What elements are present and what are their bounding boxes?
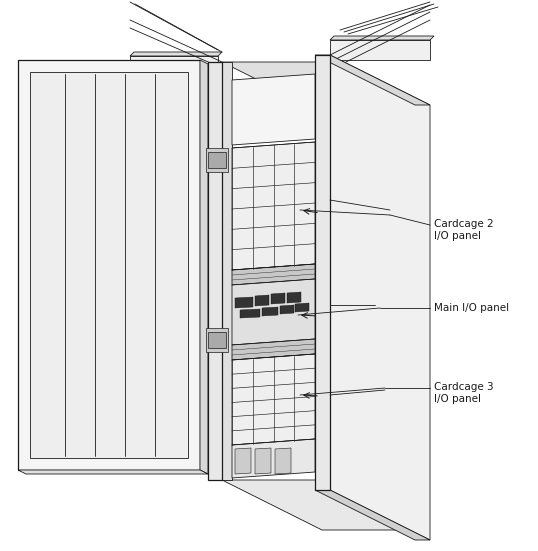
Polygon shape xyxy=(271,293,285,304)
Polygon shape xyxy=(235,297,253,308)
Polygon shape xyxy=(232,354,315,445)
Polygon shape xyxy=(330,55,430,540)
Polygon shape xyxy=(255,448,271,474)
Polygon shape xyxy=(235,448,251,474)
Polygon shape xyxy=(130,52,222,56)
Polygon shape xyxy=(275,448,291,474)
Polygon shape xyxy=(232,439,315,478)
Polygon shape xyxy=(240,309,260,318)
Text: Main I/O panel: Main I/O panel xyxy=(434,303,509,313)
Polygon shape xyxy=(295,303,309,312)
Polygon shape xyxy=(232,279,315,345)
Polygon shape xyxy=(315,55,330,490)
Polygon shape xyxy=(222,480,415,530)
Polygon shape xyxy=(208,332,226,348)
Polygon shape xyxy=(315,55,430,105)
Polygon shape xyxy=(262,307,278,316)
Polygon shape xyxy=(232,339,315,360)
Polygon shape xyxy=(130,56,218,68)
Polygon shape xyxy=(30,72,188,458)
Polygon shape xyxy=(280,305,294,314)
Text: Cardcage 3
I/O panel: Cardcage 3 I/O panel xyxy=(434,382,494,403)
Polygon shape xyxy=(222,62,415,112)
Polygon shape xyxy=(287,292,301,303)
Polygon shape xyxy=(232,142,315,270)
Polygon shape xyxy=(206,148,228,172)
Polygon shape xyxy=(330,40,430,60)
Polygon shape xyxy=(18,60,200,470)
Text: Cardcage 2
I/O panel: Cardcage 2 I/O panel xyxy=(434,219,494,241)
Polygon shape xyxy=(208,62,222,480)
Polygon shape xyxy=(315,490,430,540)
Polygon shape xyxy=(330,36,434,40)
Polygon shape xyxy=(232,74,315,145)
Polygon shape xyxy=(222,62,232,480)
Polygon shape xyxy=(208,152,226,168)
Polygon shape xyxy=(255,295,269,306)
Polygon shape xyxy=(232,264,315,285)
Polygon shape xyxy=(200,60,208,474)
Polygon shape xyxy=(206,328,228,352)
Polygon shape xyxy=(18,470,208,474)
